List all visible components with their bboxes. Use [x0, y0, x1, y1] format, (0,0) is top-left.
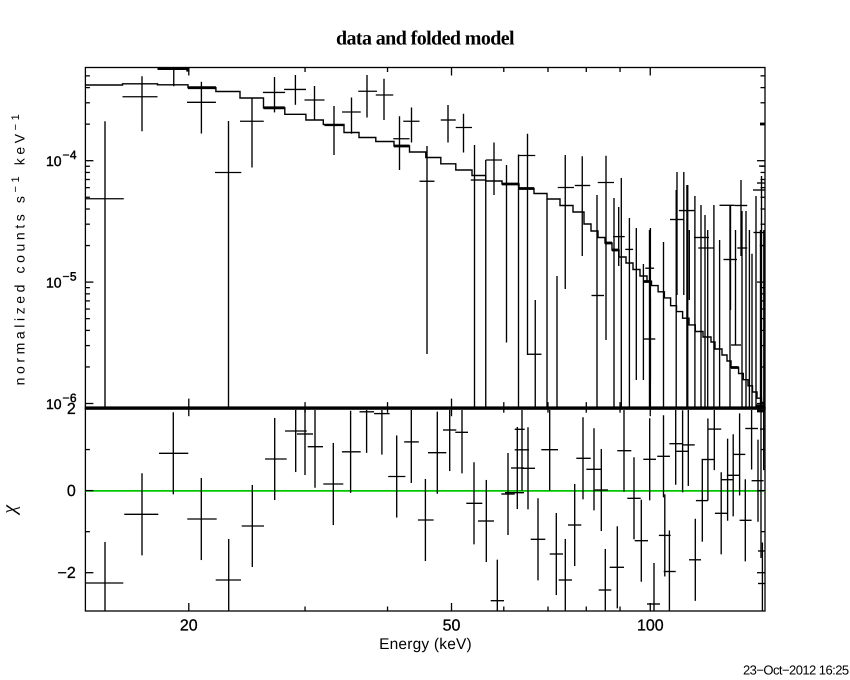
svg-text:χ: χ [0, 504, 21, 516]
svg-text:data and folded model: data and folded model [336, 28, 515, 50]
svg-text:−5: −5 [63, 270, 77, 284]
svg-text:2: 2 [67, 401, 76, 418]
svg-text:normalized counts s−1 keV−1: normalized counts s−1 keV−1 [10, 111, 28, 386]
svg-text:−2: −2 [58, 565, 76, 582]
svg-text:10: 10 [46, 153, 62, 169]
svg-text:10: 10 [46, 275, 62, 291]
svg-text:100: 100 [637, 618, 664, 635]
svg-text:20: 20 [180, 618, 198, 635]
svg-text:−4: −4 [63, 148, 77, 162]
svg-text:0: 0 [67, 483, 76, 500]
svg-text:Energy (keV): Energy (keV) [379, 636, 472, 653]
svg-text:50: 50 [443, 618, 461, 635]
svg-text:10: 10 [46, 396, 62, 412]
svg-text:−6: −6 [63, 391, 77, 405]
svg-text:23−Oct−2012 16:25: 23−Oct−2012 16:25 [743, 663, 849, 678]
